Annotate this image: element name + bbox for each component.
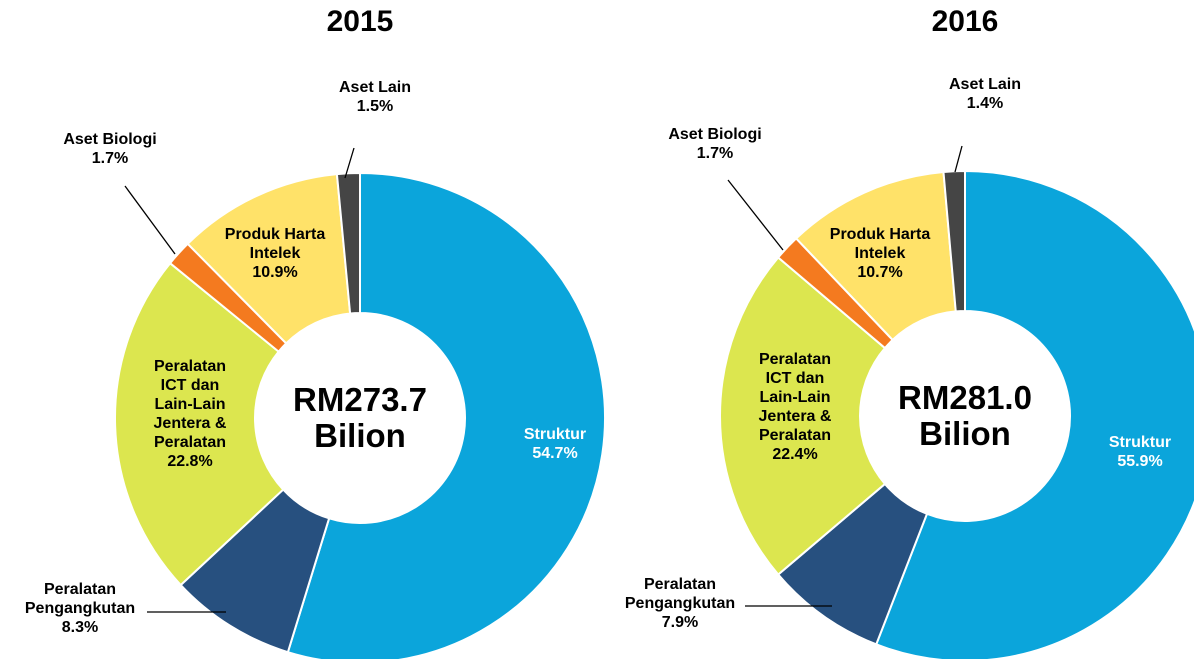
leader-line (727, 179, 784, 251)
chart-title: 2015 (326, 5, 394, 38)
slice-category: Peralatan ICT dan Lain-Lain Jentera & Pe… (153, 358, 227, 451)
slice-value: 1.7% (696, 145, 734, 162)
donut-slice (335, 171, 361, 315)
center-label: RM281.0 Bilion (865, 380, 1065, 452)
slice-value: 7.9% (661, 614, 699, 631)
slice-label: Produk Harta Intelek 10.7% (825, 225, 935, 282)
slice-value: 54.7% (532, 445, 578, 462)
slice-category: Aset Lain (338, 79, 411, 96)
donut-slice (719, 256, 887, 576)
slice-category: Peralatan Pengangkutan (24, 581, 136, 617)
leader-line (954, 145, 963, 173)
donut-slice (286, 171, 606, 659)
slice-category: Aset Biologi (63, 131, 157, 148)
slice-value: 1.4% (966, 95, 1004, 112)
slice-label: Peralatan Pengangkutan 8.3% (15, 580, 145, 637)
slice-label: Peralatan ICT dan Lain-Lain Jentera & Pe… (140, 357, 240, 471)
slice-category: Struktur (1108, 434, 1172, 451)
center-label-line: RM273.7 (293, 381, 427, 418)
slice-value: 55.9% (1117, 453, 1163, 470)
slice-label: Peralatan ICT dan Lain-Lain Jentera & Pe… (745, 350, 845, 464)
slice-label: Aset Biologi 1.7% (650, 125, 780, 163)
slice-value: 8.3% (61, 619, 99, 636)
slice-value: 22.4% (772, 446, 818, 463)
slice-label: Struktur 54.7% (505, 425, 605, 463)
slice-category: Produk Harta Intelek (224, 226, 326, 262)
slice-category: Produk Harta Intelek (829, 226, 931, 262)
slice-category: Aset Lain (948, 76, 1021, 93)
chart-title: 2016 (931, 5, 999, 38)
center-label-line: Bilion (919, 415, 1011, 452)
slice-category: Struktur (523, 426, 587, 443)
slice-label: Aset Lain 1.4% (935, 75, 1035, 113)
donut-slice (114, 261, 285, 587)
slice-value: 1.7% (91, 150, 129, 167)
slice-category: Peralatan ICT dan Lain-Lain Jentera & Pe… (758, 351, 832, 444)
slice-label: Produk Harta Intelek 10.9% (220, 225, 330, 282)
center-label-line: RM281.0 (898, 379, 1032, 416)
donut-slice (874, 169, 1194, 659)
slice-category: Peralatan Pengangkutan (624, 576, 736, 612)
slice-label: Peralatan Pengangkutan 7.9% (615, 575, 745, 632)
center-label: RM273.7 Bilion (260, 382, 460, 454)
slice-value: 1.5% (356, 98, 394, 115)
leader-line (344, 147, 355, 179)
slice-label: Aset Lain 1.5% (325, 78, 425, 116)
slice-label: Struktur 55.9% (1090, 433, 1190, 471)
slice-value: 10.9% (252, 264, 298, 281)
slice-label: Aset Biologi 1.7% (45, 130, 175, 168)
donut-slice (942, 169, 966, 313)
slice-category: Aset Biologi (668, 126, 762, 143)
slice-value: 22.8% (167, 453, 213, 470)
center-label-line: Bilion (314, 417, 406, 454)
slice-value: 10.7% (857, 264, 903, 281)
leader-line (124, 185, 176, 255)
